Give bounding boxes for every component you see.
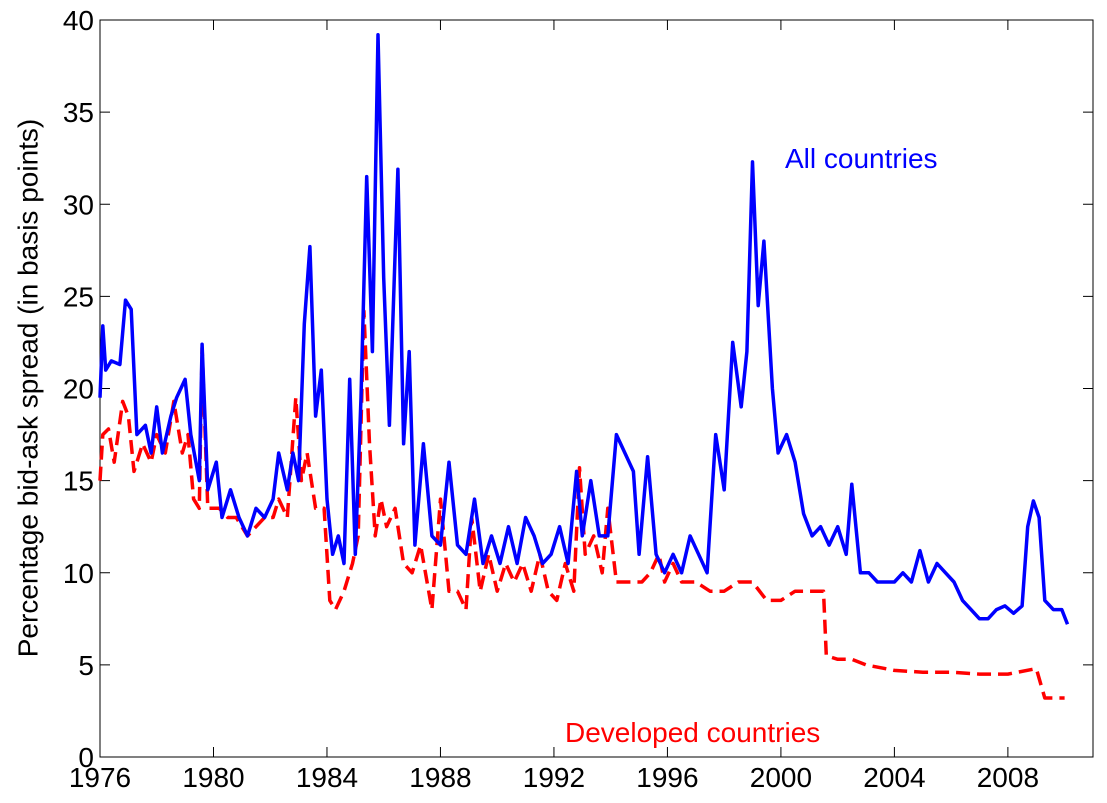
x-tick-label: 2004 bbox=[863, 762, 925, 793]
y-tick-label: 20 bbox=[63, 374, 94, 405]
y-tick-label: 25 bbox=[63, 281, 94, 312]
y-tick-label: 5 bbox=[78, 650, 94, 681]
x-tick-label: 2008 bbox=[977, 762, 1039, 793]
x-tick-label: 1984 bbox=[296, 762, 358, 793]
plot-frame bbox=[99, 19, 1094, 758]
y-tick-label: 35 bbox=[63, 97, 94, 128]
x-tick-label: 1992 bbox=[523, 762, 585, 793]
y-tick-label: 10 bbox=[63, 558, 94, 589]
series-line bbox=[98, 309, 1065, 700]
y-axis-label: Percentage bid-ask spread (in basis poin… bbox=[12, 119, 43, 658]
annotation: Developed countries bbox=[565, 717, 820, 748]
y-tick-label: 40 bbox=[63, 5, 94, 36]
y-tick-label: 30 bbox=[63, 189, 94, 220]
x-tick-label: 1976 bbox=[69, 762, 131, 793]
x-tick-label: 1988 bbox=[409, 762, 471, 793]
y-tick-label: 15 bbox=[63, 466, 94, 497]
series-line bbox=[98, 32, 1070, 625]
x-tick-label: 2000 bbox=[750, 762, 812, 793]
y-tick-label: 0 bbox=[78, 742, 94, 773]
x-tick-label: 1996 bbox=[636, 762, 698, 793]
annotation: All countries bbox=[785, 143, 938, 174]
x-tick-label: 1980 bbox=[182, 762, 244, 793]
